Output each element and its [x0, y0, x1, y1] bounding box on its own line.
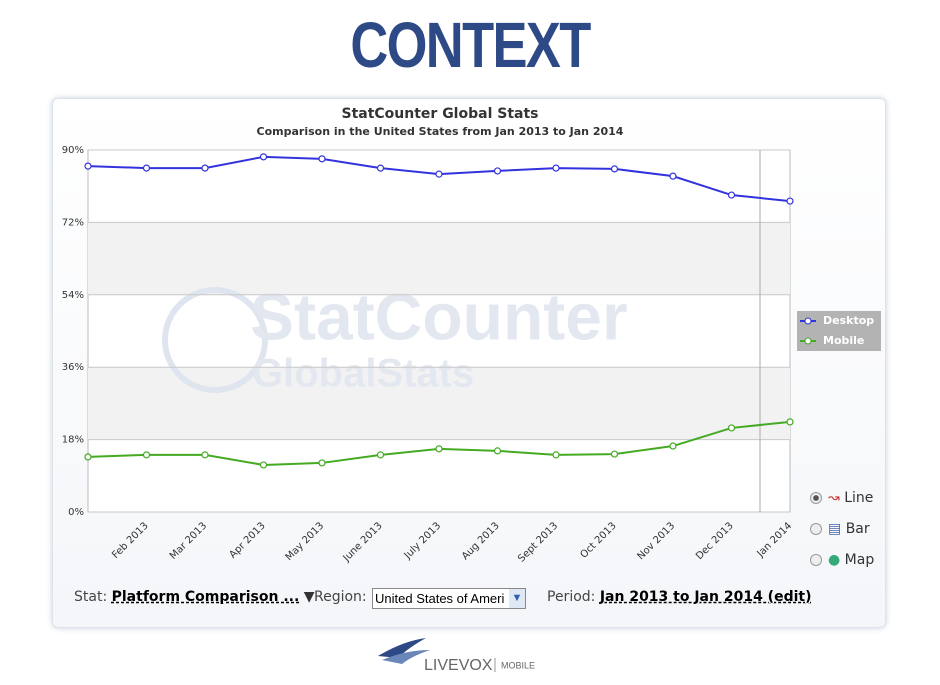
y-tick-label: 90%	[62, 145, 84, 156]
region-value: United States of Ameri	[375, 591, 505, 606]
data-point	[259, 153, 268, 161]
watermark: StatCounter	[250, 279, 628, 353]
data-point	[318, 155, 326, 163]
legend-swatch	[804, 317, 812, 325]
grid-band	[88, 222, 790, 295]
radio-bar[interactable]: ▤ Bar	[810, 521, 870, 537]
watermark-globe	[162, 287, 268, 393]
y-tick-label: 36%	[62, 362, 84, 373]
x-tick-label: Dec 2013	[694, 520, 736, 562]
radio-label: Line	[844, 490, 874, 506]
radio-map[interactable]: ● Map	[810, 552, 874, 568]
data-point	[84, 162, 92, 170]
data-point	[493, 167, 502, 175]
y-tick-label: 18%	[62, 435, 84, 446]
radio-label: Map	[844, 552, 875, 568]
data-point	[142, 164, 151, 172]
x-tick-label: Feb 2013	[110, 520, 151, 561]
data-point	[84, 453, 92, 461]
data-point	[435, 170, 443, 178]
data-point	[318, 459, 326, 467]
stat-control[interactable]: Stat: Platform Comparison ... ▼	[74, 589, 315, 605]
radio-line[interactable]: ↝ Line	[810, 490, 873, 506]
data-point	[786, 197, 794, 205]
data-point	[786, 418, 794, 426]
x-tick-label: Aug 2013	[460, 520, 502, 562]
data-point	[201, 164, 209, 172]
radio-label: Bar	[845, 521, 870, 537]
data-point	[142, 451, 151, 459]
data-point	[669, 172, 677, 180]
stat-value[interactable]: Platform Comparison ...	[111, 589, 300, 605]
footer-logo: LIVEVOX MOBILE	[378, 638, 535, 674]
data-point	[376, 451, 385, 459]
data-point	[376, 164, 385, 172]
x-tick-label: Nov 2013	[635, 520, 677, 562]
data-point	[552, 451, 560, 459]
y-tick-label: 0%	[68, 507, 84, 518]
legend-box	[797, 311, 881, 351]
x-tick-label: May 2013	[284, 520, 327, 563]
data-point	[493, 447, 502, 455]
data-point	[201, 451, 209, 459]
period-label: Period:	[547, 589, 596, 605]
period-control[interactable]: Period: Jan 2013 to Jan 2014 (edit)	[547, 589, 812, 605]
legend-label: Mobile	[823, 334, 864, 347]
y-tick-label: 72%	[62, 217, 84, 228]
data-point	[259, 461, 268, 469]
data-point	[435, 445, 443, 453]
x-tick-label: June 2013	[341, 520, 385, 564]
logo-swoosh	[382, 650, 430, 664]
x-tick-label: Jan 2014	[755, 520, 795, 560]
x-tick-label: Apr 2013	[227, 520, 267, 560]
x-tick-label: July 2013	[402, 520, 443, 561]
footer-brand: LIVEVOX	[424, 657, 493, 674]
y-tick-label: 54%	[62, 290, 84, 301]
data-point	[727, 424, 736, 432]
chart-title: StatCounter Global Stats	[341, 106, 538, 122]
stat-label: Stat:	[74, 589, 108, 605]
logo-swoosh	[378, 638, 426, 658]
data-point	[669, 442, 677, 450]
watermark: GlobalStats	[252, 352, 474, 396]
region-label: Region:	[314, 589, 367, 605]
chart-subtitle: Comparison in the United States from Jan…	[257, 125, 624, 138]
x-tick-label: Sept 2013	[516, 520, 560, 564]
data-point	[610, 165, 619, 173]
region-select[interactable]: United States of Ameri ▼	[372, 588, 526, 609]
data-point	[610, 450, 619, 458]
data-point	[552, 164, 560, 172]
x-tick-label: Mar 2013	[168, 520, 209, 561]
data-point	[727, 191, 736, 199]
x-tick-label: Oct 2013	[578, 520, 618, 560]
grid-band	[88, 367, 790, 440]
page-title: CONTEXT	[350, 9, 591, 81]
footer-sub: MOBILE	[501, 660, 535, 670]
legend-label: Desktop	[823, 314, 874, 327]
period-value[interactable]: Jan 2013 to Jan 2014 (edit)	[599, 589, 812, 605]
legend-swatch	[804, 337, 812, 345]
